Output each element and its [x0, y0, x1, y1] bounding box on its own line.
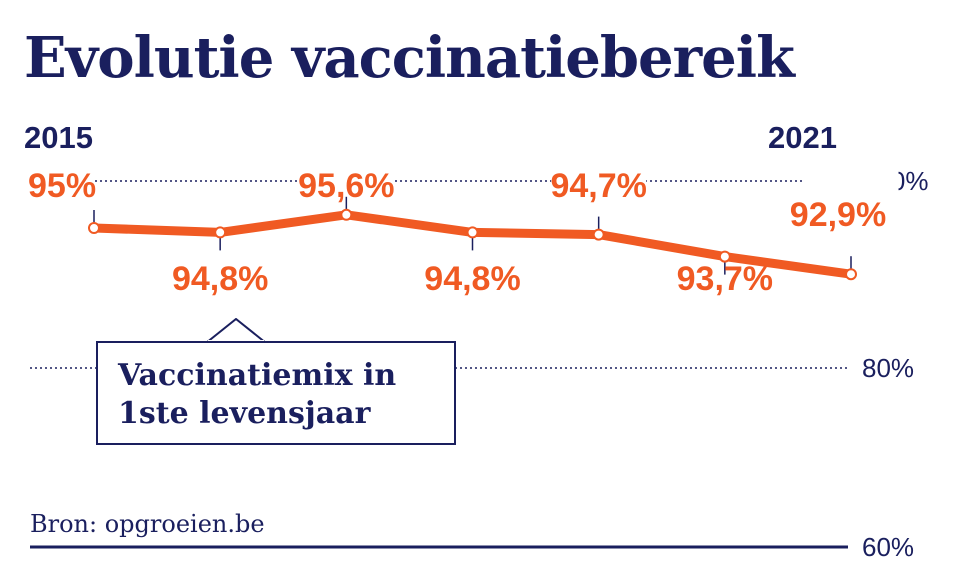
label-knockout — [551, 167, 647, 197]
data-point-6 — [845, 268, 857, 281]
data-label-1: 94,8% — [172, 260, 268, 298]
data-point-5 — [718, 250, 731, 263]
data-label-2: 95,6% — [298, 167, 394, 205]
x-axis-end-label: 2021 — [768, 120, 837, 155]
data-label-5: 93,7% — [677, 260, 773, 298]
callout-line-2: 1ste levensjaar — [118, 396, 371, 431]
data-label-6: 92,9% — [790, 196, 886, 234]
callout-line-1: Vaccinatiemix in — [118, 358, 397, 393]
series-callout-box: Vaccinatiemix in 1ste levensjaar — [96, 341, 456, 445]
data-point-4 — [592, 228, 605, 241]
data-label-3: 94,8% — [424, 260, 520, 298]
y-tick-label-80: 80% — [862, 353, 914, 383]
label-knockout — [298, 167, 394, 197]
x-axis-start-label: 2015 — [24, 120, 93, 155]
callout-pointer — [206, 318, 266, 343]
data-point-0 — [88, 222, 100, 234]
y-tick-label-60: 60% — [862, 532, 914, 562]
data-point-2 — [340, 208, 353, 221]
source-note: Bron: opgroeien.be — [30, 510, 265, 538]
data-point-1 — [214, 226, 227, 239]
data-label-0: 95% — [28, 167, 96, 205]
data-label-4: 94,7% — [550, 167, 646, 205]
chart-title: Evolutie vaccinatiebereik — [24, 25, 795, 91]
label-knockout — [33, 167, 95, 197]
data-point-3 — [466, 226, 479, 239]
label-knockout — [803, 167, 899, 197]
